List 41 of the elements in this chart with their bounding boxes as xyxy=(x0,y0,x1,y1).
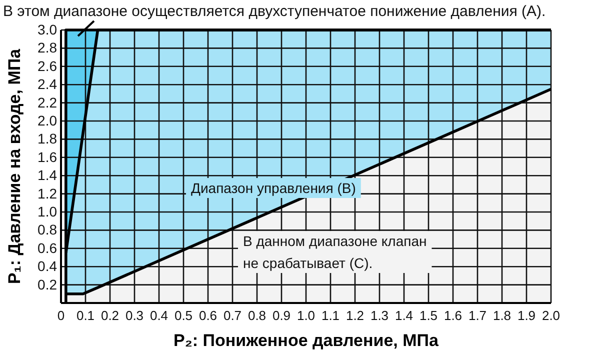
y-tick-label: 1.4 xyxy=(38,167,58,184)
annotation: В данном диапазоне клапан не срабатывает (С). xyxy=(243,233,427,271)
x-tick-label: 0.6 xyxy=(198,308,218,324)
y-tick-label: 1.2 xyxy=(38,185,58,202)
y-tick-label: 2.0 xyxy=(38,112,58,128)
x-tick-label: 1.8 xyxy=(492,308,512,324)
x-tick-label: 1.4 xyxy=(394,308,414,324)
y-tick-label: 0.2 xyxy=(38,276,58,292)
y-tick-label: 0.8 xyxy=(38,222,58,238)
x-tick-label: 1.0 xyxy=(296,308,316,324)
x-tick-label: 1.9 xyxy=(517,308,536,324)
annotation: Диапазон управления (B) xyxy=(191,180,356,196)
x-tick-label: 0.2 xyxy=(100,308,120,324)
x-tick-label: 0.7 xyxy=(223,308,242,324)
y-tick-label: 0.4 xyxy=(38,258,58,274)
x-tick-label: 1.7 xyxy=(468,308,487,324)
x-axis-title: P₂: Пониженное давление, МПа xyxy=(174,331,440,350)
x-tick-label: 1.5 xyxy=(419,308,438,324)
y-tick-label: 2.6 xyxy=(38,58,58,74)
x-tick-label: 1.2 xyxy=(346,308,364,324)
x-tick-label: 1.6 xyxy=(444,308,462,324)
y-tick-label: 1.0 xyxy=(38,203,58,220)
x-tick-label: 0.4 xyxy=(150,308,168,324)
x-tick-label: 0.1 xyxy=(76,308,95,324)
x-tick-label: 1.3 xyxy=(370,308,389,324)
x-tick-label: 0.8 xyxy=(248,308,266,324)
x-tick-label: 0.9 xyxy=(272,308,291,324)
x-tick-label: 2.0 xyxy=(542,308,560,324)
y-tick-label: 1.8 xyxy=(38,130,58,147)
y-tick-label: 0.6 xyxy=(38,240,58,256)
text: В этом диапазоне осуществляется двухступенчатое понижение давления (A). xyxy=(3,3,546,20)
y-tick-label: 2.8 xyxy=(38,40,58,56)
x-tick-label: 0.3 xyxy=(125,308,144,324)
y-tick-label: 3.0 xyxy=(38,21,58,38)
y-tick-label: 1.6 xyxy=(38,148,58,165)
x-tick-label: 0 xyxy=(57,308,65,324)
y-tick-label: 2.4 xyxy=(38,76,58,92)
x-tick-label: 0.5 xyxy=(174,308,193,324)
y-axis-title: P₁: Давление на входе, МПа xyxy=(5,48,24,284)
y-tick-label: 2.2 xyxy=(38,94,58,110)
x-tick-label: 1.1 xyxy=(321,308,340,324)
